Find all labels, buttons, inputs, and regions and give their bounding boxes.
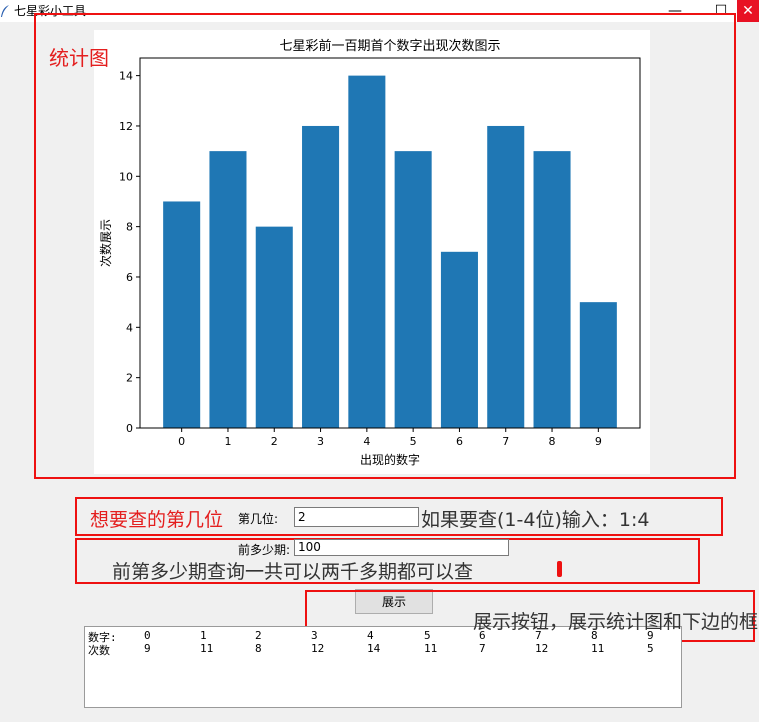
- output-count-6: 7: [479, 642, 486, 655]
- output-count-7: 12: [535, 642, 549, 655]
- bar-1: [209, 151, 247, 428]
- output-digit-3: 3: [311, 629, 318, 642]
- xtick-label-9: 9: [595, 435, 602, 448]
- ytick-label-4: 4: [126, 321, 133, 334]
- bar-8: [533, 151, 571, 428]
- bar-5: [394, 151, 432, 428]
- output-count-4: 14: [367, 642, 381, 655]
- position-annotation-note: 如果要查(1-4位)输入：1:4: [421, 509, 650, 531]
- output-count-0: 9: [144, 642, 151, 655]
- button-annotation-note: 展示按钮，展示统计图和下边的框: [473, 611, 759, 633]
- output-count-9: 5: [647, 642, 654, 655]
- position-input[interactable]: 2: [294, 507, 419, 527]
- position-label: 第几位:: [238, 512, 279, 526]
- xtick-label-8: 8: [549, 435, 556, 448]
- output-digit-0: 0: [144, 629, 151, 642]
- position-annotation-box: [75, 497, 723, 536]
- bar-9: [579, 302, 617, 428]
- bar-0: [163, 201, 201, 428]
- plot-frame: [139, 57, 641, 429]
- output-count-5: 11: [424, 642, 438, 655]
- xtick-label-1: 1: [224, 435, 231, 448]
- maximize-button[interactable]: ☐: [714, 3, 728, 19]
- bar-2: [255, 226, 293, 428]
- ytick-label-12: 12: [119, 120, 133, 133]
- chart-annotation-label: 统计图: [49, 46, 109, 70]
- xtick-label-0: 0: [178, 435, 185, 448]
- output-count-3: 12: [311, 642, 325, 655]
- output-digit-7: 7: [535, 629, 542, 642]
- y-axis-label: 次数展示: [98, 219, 113, 267]
- output-digit-4: 4: [367, 629, 374, 642]
- output-digit-5: 5: [424, 629, 431, 642]
- periods-input[interactable]: 100: [294, 539, 509, 556]
- ytick-label-14: 14: [119, 70, 133, 83]
- show-button[interactable]: 展示: [355, 589, 433, 614]
- periods-annotation-note: 前第多少期查询一共可以两千多期都可以查: [112, 561, 474, 583]
- xtick-label-5: 5: [410, 435, 417, 448]
- chart-canvas: 0 2 4 6 8 10 12 14 0 1 2 3 4 5 6 7 8 9 七星彩前一百期首个数字出现次数图示 出现…: [94, 30, 650, 474]
- ytick-label-8: 8: [126, 221, 133, 234]
- position-annotation-label: 想要查的第几位: [90, 509, 224, 531]
- output-digit-8: 8: [591, 629, 598, 642]
- xtick-label-4: 4: [363, 435, 370, 448]
- chart-title: 七星彩前一百期首个数字出现次数图示: [279, 38, 500, 54]
- output-count-8: 11: [591, 642, 605, 655]
- app-feather-icon: [0, 3, 10, 17]
- output-digit-2: 2: [255, 629, 262, 642]
- title-bar: [0, 0, 759, 22]
- output-count-1: 11: [200, 642, 214, 655]
- output-digit-6: 6: [479, 629, 486, 642]
- ytick-label-2: 2: [126, 372, 133, 385]
- x-axis-label: 出现的数字: [360, 452, 420, 467]
- minimize-button[interactable]: —: [668, 3, 682, 19]
- chart-annotation-box: [34, 13, 736, 479]
- close-button[interactable]: ✕: [737, 0, 759, 22]
- ytick-label-10: 10: [119, 170, 133, 183]
- ytick-label-6: 6: [126, 271, 133, 284]
- red-marker: [557, 561, 562, 577]
- bar-7: [487, 125, 525, 429]
- output-counts-label: 次数: [88, 644, 110, 657]
- output-count-2: 8: [255, 642, 262, 655]
- output-digit-9: 9: [647, 629, 654, 642]
- bar-6: [440, 251, 478, 428]
- ytick-label-0: 0: [126, 422, 133, 435]
- xtick-label-6: 6: [456, 435, 463, 448]
- xtick-label-3: 3: [317, 435, 324, 448]
- bar-4: [348, 75, 386, 428]
- output-digits-label: 数字:: [88, 631, 117, 644]
- xtick-label-7: 7: [502, 435, 509, 448]
- periods-label: 前多少期:: [238, 543, 291, 557]
- xtick-label-2: 2: [271, 435, 278, 448]
- output-digit-1: 1: [200, 629, 207, 642]
- bar-3: [302, 125, 340, 429]
